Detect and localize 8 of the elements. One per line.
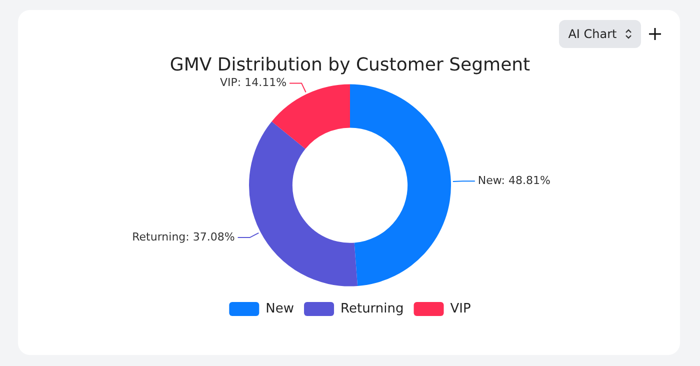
legend-label: VIP: [450, 301, 471, 316]
data-label: Returning: 37.08%: [132, 230, 235, 244]
data-label: VIP: 14.11%: [220, 76, 287, 90]
text: AI Chart: [568, 27, 617, 41]
chart-title: GMV Distribution by Customer Segment: [170, 54, 530, 76]
legend-label: Returning: [340, 301, 404, 316]
legend-label: New: [266, 301, 294, 316]
data-label: New: 48.81%: [478, 174, 550, 187]
